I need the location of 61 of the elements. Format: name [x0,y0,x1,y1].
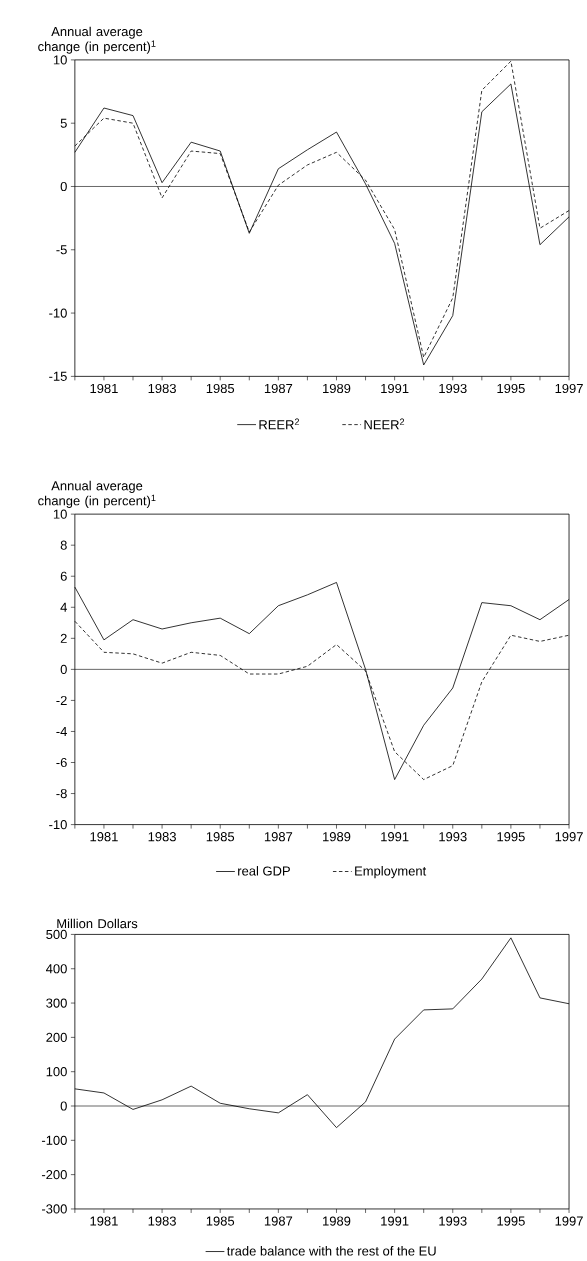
y-tick-label: -5 [56,245,67,255]
x-tick-label: 1989 [323,832,351,842]
y-tick-label: -6 [56,757,67,768]
x-tick-label: 1993 [439,383,467,394]
y-tick-label: 8 [60,540,67,550]
x-tick-label: 1981 [90,1216,118,1226]
x-tick-label: 1987 [265,383,293,394]
x-tick-label: 1983 [148,383,177,394]
y-tick-label: 100 [46,1067,67,1077]
y-tick-label: -300 [42,1204,67,1214]
legend-label: REER$^{2}$ [259,418,300,430]
y-tick-label: 0 [60,664,67,674]
y-tick-label: -8 [56,788,67,799]
y-tick-label: 10 [54,509,67,519]
y-tick-label: -200 [42,1170,67,1180]
x-tick-label: 1981 [90,832,118,842]
x-tick-label: 1995 [497,1216,525,1226]
y-tick-label: 6 [60,571,67,581]
x-tick-label: 1983 [148,832,177,842]
y-tick-label: -15 [49,371,67,381]
y-tick-label: 4 [60,602,68,612]
x-tick-label: 1991 [381,383,409,394]
y-axis-title: Million Dollars [57,918,138,929]
x-tick-label: 1985 [206,832,235,842]
y-tick-label: -4 [56,727,68,736]
x-tick-label: 1989 [323,383,351,394]
y-tick-label: -2 [56,695,67,705]
y-tick-label: -10 [49,820,67,830]
y-axis-title: Annual average change (in percent)$^{1}$ [38,480,156,508]
x-tick-label: 1993 [439,832,467,842]
y-tick-label: 0 [60,1101,67,1111]
x-tick-label: 1993 [439,1216,467,1226]
legend-label: NEER$^{2}$ [364,418,405,430]
x-tick-label: 1991 [381,832,409,842]
legend-label: real GDP [238,866,290,876]
x-tick-label: 1991 [381,1216,409,1226]
y-tick-label: 0 [60,181,67,192]
y-tick-label: 2 [60,633,67,643]
x-tick-label: 1985 [206,383,235,394]
x-tick-label: 1983 [148,1216,177,1226]
y-axis-title: Annual average change (in percent)$^{1}$ [38,26,156,54]
y-tick-label: 10 [54,55,67,65]
x-tick-label: 1995 [497,383,525,394]
x-tick-label: 1997 [555,383,583,394]
x-tick-label: 1985 [206,1216,235,1226]
y-tick-label: 300 [46,998,67,1008]
x-tick-label: 1987 [265,832,293,842]
legend-label: Employment [355,866,427,879]
x-tick-label: 1997 [555,832,583,842]
x-tick-label: 1997 [555,1216,583,1226]
x-tick-label: 1987 [265,1216,293,1226]
x-tick-label: 1981 [90,383,118,394]
y-tick-label: -100 [42,1135,67,1145]
y-tick-label: -10 [49,308,67,318]
y-tick-label: 200 [46,1032,67,1042]
y-tick-label: 5 [60,118,67,128]
legend-label: trade balance with the rest of the EU [227,1246,436,1256]
x-tick-label: 1995 [497,832,525,842]
y-tick-label: 500 [46,929,67,940]
x-tick-label: 1989 [323,1216,351,1226]
y-tick-label: 400 [46,964,67,974]
